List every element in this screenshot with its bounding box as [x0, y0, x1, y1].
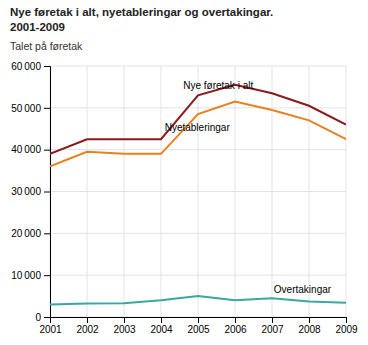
annotation: Nyetableringar [165, 122, 231, 133]
tick: 2004 [150, 317, 173, 335]
annotation: Nye føretak i alt [183, 80, 253, 91]
annotation: Overtakingar [274, 284, 332, 295]
grid-line [272, 66, 273, 317]
grid-line [309, 66, 310, 317]
tick-mark [346, 317, 347, 323]
tick-mark [44, 108, 50, 109]
tick-mark [87, 317, 88, 323]
tick: 2006 [224, 317, 247, 335]
tick: 0 [35, 312, 50, 323]
tick: 10 000 [11, 270, 50, 281]
tick-label: 2004 [150, 324, 173, 335]
tick-label: 40 000 [11, 144, 41, 155]
tick-label: 2001 [39, 324, 62, 335]
chart: Nye føretak i alt, nyetableringar og ove… [0, 0, 368, 345]
tick-label: 2008 [298, 324, 321, 335]
tick: 2008 [298, 317, 321, 335]
tick: 30 000 [11, 186, 50, 197]
tick-mark [44, 192, 50, 193]
grid-line [161, 66, 162, 317]
plot: 2001 2002 2003 2004 2005 2006 2007 2008 2009 0 10 … [11, 61, 358, 335]
tick-mark [44, 150, 50, 151]
tick-label: 2006 [224, 324, 247, 335]
tick-mark [309, 317, 310, 323]
tick-mark [44, 317, 50, 318]
grid-line [235, 66, 236, 317]
grid-line [198, 66, 199, 317]
series-line [50, 102, 346, 167]
lines [50, 85, 346, 305]
tick-mark [198, 317, 199, 323]
annotations: Nye føretak i alt Nyetableringar Overtakin… [165, 80, 332, 295]
tick-mark [124, 317, 125, 323]
tick-mark [272, 317, 273, 323]
tick-label: 50 000 [11, 103, 41, 114]
tick: 2001 [39, 317, 62, 335]
tick-mark [235, 317, 236, 323]
tick: 50 000 [11, 103, 50, 114]
y-axis-label: Talet på føretak [10, 40, 83, 52]
tick: 2007 [261, 317, 284, 335]
tick-mark [44, 233, 50, 234]
tick-label: 0 [35, 312, 41, 323]
grid-line [124, 66, 125, 317]
tick-label: 2003 [113, 324, 136, 335]
tick-label: 2007 [261, 324, 284, 335]
grid-line [87, 66, 88, 317]
tick-label: 2002 [76, 324, 99, 335]
series-line [50, 296, 346, 304]
tick-mark [161, 317, 162, 323]
tick-label: 60 000 [11, 61, 41, 72]
tick: 2002 [76, 317, 99, 335]
tick-label: 10 000 [11, 270, 41, 281]
tick-label: 30 000 [11, 186, 41, 197]
tick: 60 000 [11, 61, 50, 72]
tick-label: 2005 [187, 324, 210, 335]
grid-line [346, 66, 347, 317]
tick-label: 20 000 [11, 228, 41, 239]
axis-domain [44, 67, 51, 318]
tick: 2005 [187, 317, 210, 335]
series-line [50, 85, 346, 154]
tick-mark [44, 275, 50, 276]
title: Nye føretak i alt, nyetableringar og ove… [10, 6, 273, 33]
tick: 2003 [113, 317, 136, 335]
axis-domain [51, 318, 347, 324]
x-axis: 2001 2002 2003 2004 2005 2006 2007 2008 2009 [39, 317, 358, 335]
tick: 2009 [335, 317, 358, 335]
tick-label: 2009 [335, 324, 358, 335]
tick: 40 000 [11, 144, 50, 155]
y-axis: 0 10 000 20 000 30 000 40 000 50 000 60 000 [11, 61, 50, 323]
tick-mark [44, 66, 50, 67]
grid [50, 66, 346, 317]
tick: 20 000 [11, 228, 50, 239]
